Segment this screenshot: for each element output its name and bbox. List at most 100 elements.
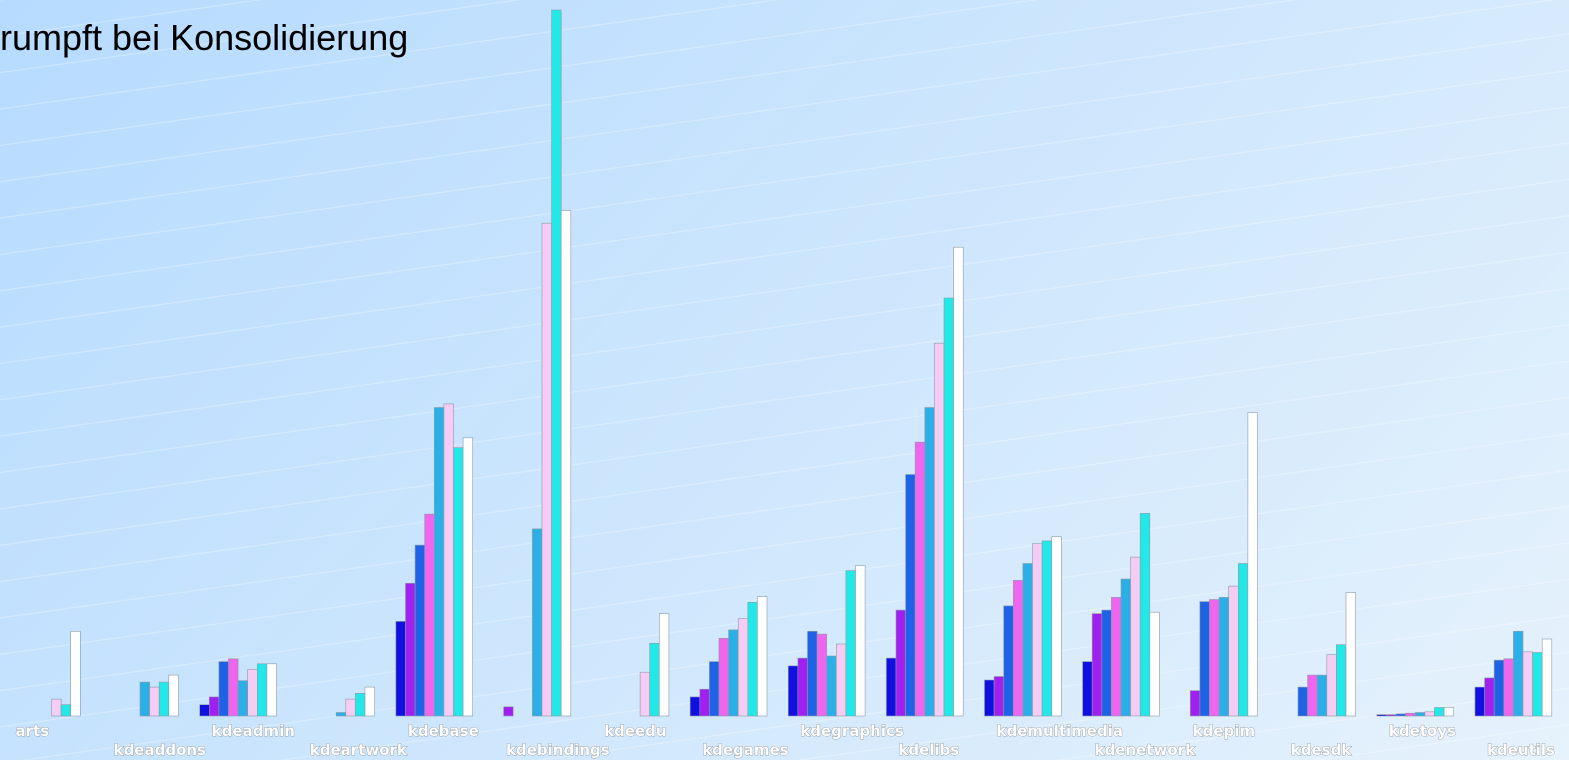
- bars-group: [51, 9, 1553, 717]
- bar-kdebindings-s5: [532, 528, 543, 717]
- bar-kdebase-s3: [414, 544, 426, 717]
- bar-kdesdk-s4: [1307, 674, 1318, 717]
- bar-kdelibs-s3: [905, 474, 916, 717]
- bar-kdeadmin-s5: [237, 680, 249, 717]
- bar-kdetoys-s5: [1415, 712, 1426, 717]
- bar-kdemultimedia-s5: [1022, 563, 1033, 717]
- bar-kdeutils-s3: [1493, 659, 1505, 717]
- tick-label-arts: arts: [16, 722, 50, 740]
- bar-kdeartwork-s7: [355, 693, 366, 717]
- bar-kdeartwork-s6: [345, 698, 356, 717]
- bar-kdegames-s4: [718, 637, 729, 717]
- tick-label-kdeutils: kdeutils: [1487, 741, 1555, 759]
- bar-kdebase-s2: [405, 582, 416, 717]
- bar-kdenetwork-s3: [1101, 609, 1112, 717]
- bar-kdenetwork-s4: [1111, 597, 1122, 717]
- tick-label-kdebase: kdebase: [408, 722, 479, 740]
- bar-kdenetwork-s2: [1091, 613, 1103, 717]
- bar-kdeadmin-s7: [256, 663, 268, 717]
- chart-title: rumpft bei Konsolidierung: [0, 17, 409, 58]
- bar-kdeaddons-s7: [158, 681, 170, 717]
- bar-kdelibs-s2: [895, 609, 906, 717]
- tick-label-kdeaddons: kdeaddons: [114, 741, 206, 759]
- bar-kdebindings-s2: [503, 706, 514, 717]
- bar-kdegames-s2: [699, 688, 710, 717]
- bar-kdebindings-s7: [551, 9, 562, 717]
- bar-kdenetwork-s6: [1130, 556, 1141, 717]
- bar-kdesdk-s6: [1326, 654, 1337, 717]
- bar-kdesdk-s5: [1316, 674, 1328, 717]
- bar-kdeedu-s7: [649, 642, 660, 717]
- tick-label-kdegames: kdegames: [702, 741, 789, 759]
- bar-kdeartwork-s8: [364, 686, 375, 717]
- bar-kdeadmin-s2: [209, 696, 220, 717]
- bar-kdeutils-s4: [1503, 658, 1514, 717]
- bar-kdebase-s5: [433, 407, 445, 717]
- bar-kdepim-s4: [1209, 599, 1220, 717]
- bar-kdenetwork-s8: [1149, 611, 1160, 717]
- bar-kdeartwork-s5: [335, 712, 347, 717]
- bar-kdenetwork-s5: [1120, 578, 1131, 717]
- bar-kdeutils-s2: [1484, 677, 1495, 717]
- bar-kdemultimedia-s3: [1003, 605, 1014, 717]
- bar-kdegames-s1: [689, 696, 701, 717]
- bar-kdegraphics-s5: [826, 655, 837, 717]
- bar-kdeutils-s7: [1532, 652, 1543, 717]
- bar-kdenetwork-s1: [1082, 661, 1093, 717]
- bar-kdeaddons-s5: [139, 681, 150, 717]
- bar-kdegames-s8: [757, 596, 768, 717]
- bar-kdepim-s2: [1190, 690, 1201, 717]
- tick-label-kdepim: kdepim: [1193, 722, 1255, 740]
- bar-kdeedu-s8: [658, 613, 670, 717]
- tick-label-kdemultimedia: kdemultimedia: [997, 722, 1123, 740]
- bar-kdeadmin-s6: [247, 669, 258, 717]
- bar-kdetoys-s6: [1424, 711, 1435, 717]
- bar-kdeedu-s6: [639, 671, 650, 717]
- tick-label-kdebindings: kdebindings: [506, 741, 610, 759]
- bar-kdetoys-s1: [1376, 714, 1387, 717]
- bar-kdemultimedia-s8: [1051, 536, 1062, 717]
- bar-kdegames-s3: [709, 661, 720, 717]
- bar-kdemultimedia-s7: [1041, 540, 1052, 717]
- bar-arts-s7: [60, 704, 71, 717]
- bar-kdebase-s4: [424, 513, 435, 717]
- bar-kdebase-s1: [395, 621, 406, 717]
- bar-kdelibs-s7: [943, 297, 954, 717]
- bar-kdelibs-s6: [934, 342, 945, 717]
- bar-kdesdk-s8: [1345, 592, 1356, 717]
- bar-kdemultimedia-s2: [993, 676, 1004, 717]
- bar-kdelibs-s8: [953, 246, 964, 717]
- bar-kdeaddons-s6: [149, 686, 160, 717]
- bar-kdepim-s8: [1247, 412, 1258, 717]
- bar-arts-s6: [51, 698, 62, 717]
- bar-kdegraphics-s1: [787, 665, 799, 717]
- bar-kdetoys-s3: [1395, 713, 1406, 717]
- bar-kdeadmin-s1: [199, 704, 210, 717]
- bar-kdeutils-s6: [1522, 651, 1533, 717]
- bar-kdetoys-s4: [1405, 712, 1416, 717]
- bar-kdegraphics-s7: [845, 570, 856, 717]
- tick-label-kdegraphics: kdegraphics: [800, 722, 904, 740]
- bar-kdemultimedia-s1: [984, 679, 995, 717]
- bar-kdegraphics-s4: [816, 633, 827, 717]
- bar-kdeutils-s8: [1541, 638, 1553, 717]
- bar-kdelibs-s4: [914, 441, 926, 717]
- bar-kdegames-s7: [747, 601, 758, 717]
- bar-kdegames-s5: [728, 629, 739, 717]
- bar-kdetoys-s2: [1386, 714, 1397, 717]
- tick-label-kdeartwork: kdeartwork: [310, 741, 408, 759]
- bar-kdeutils-s5: [1513, 630, 1524, 717]
- tick-label-kdenetwork: kdenetwork: [1095, 741, 1196, 759]
- tick-label-kdetoys: kdetoys: [1389, 722, 1456, 740]
- bar-kdegraphics-s3: [807, 630, 818, 717]
- bar-kdesdk-s3: [1297, 686, 1308, 717]
- bar-kdebindings-s6: [541, 222, 552, 717]
- tick-label-kdelibs: kdelibs: [898, 741, 959, 759]
- bar-kdeaddons-s8: [168, 674, 179, 717]
- bar-kdemultimedia-s4: [1012, 580, 1024, 717]
- tick-label-kdeedu: kdeedu: [604, 722, 666, 740]
- bar-kdemultimedia-s6: [1032, 543, 1043, 717]
